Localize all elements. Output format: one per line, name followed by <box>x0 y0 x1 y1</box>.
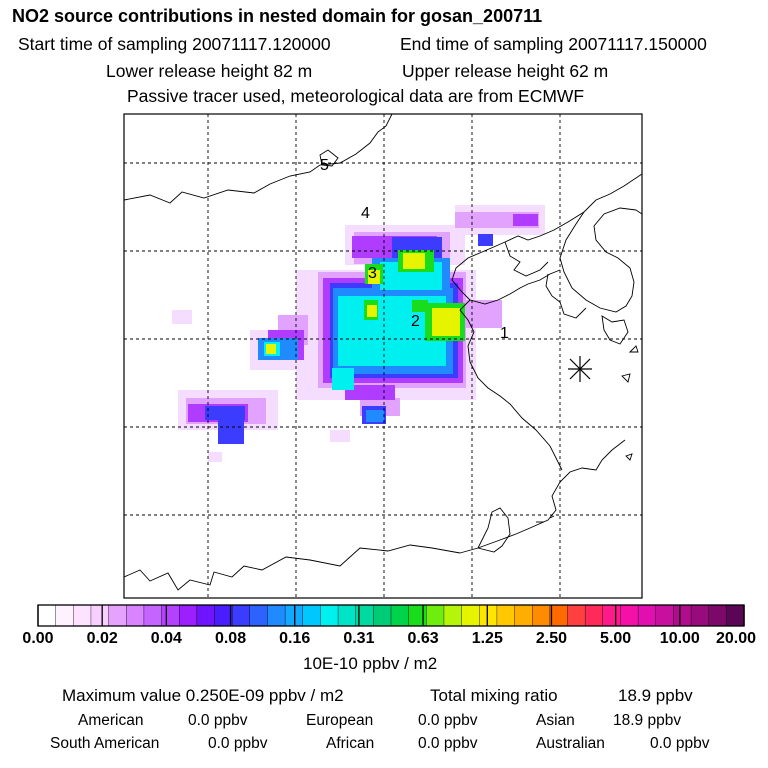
colorbar-frame <box>37 604 745 627</box>
colorbar-tick-label: 0.63 <box>407 630 439 647</box>
colorbar-swatch <box>267 604 286 627</box>
colorbar-swatch <box>373 604 392 627</box>
colorbar-swatch <box>320 604 339 627</box>
colorbar-swatch <box>37 604 57 627</box>
colorbar-swatch <box>249 604 269 627</box>
site-label-3: 3 <box>368 265 377 282</box>
colorbar-swatch <box>549 604 569 627</box>
colorbar-swatch <box>602 604 622 627</box>
colorbar-tick-label: 0.16 <box>279 630 311 647</box>
european-label: European <box>306 712 374 729</box>
colorbar-swatch <box>196 604 216 627</box>
american-label: American <box>78 712 144 729</box>
colorbar-swatch <box>55 604 74 627</box>
site-label-2: 2 <box>411 313 420 330</box>
total-mixing-ratio-label: Total mixing ratio <box>430 686 558 705</box>
colorbar-swatch <box>690 604 710 627</box>
coastlines <box>124 114 642 591</box>
colorbar-swatch <box>231 604 251 627</box>
colorbar-swatch <box>426 604 445 627</box>
south-american-label: South American <box>50 735 160 752</box>
colorbar-tick-label: 1.25 <box>471 630 503 647</box>
colorbar-swatch <box>108 604 127 627</box>
colorbar-swatch <box>143 604 163 627</box>
american-value: 0.0 ppbv <box>188 712 248 729</box>
colorbar-swatch <box>90 604 110 627</box>
colorbar-swatch <box>620 604 639 627</box>
colorbar-swatch <box>637 604 657 627</box>
colorbar-tick-label: 2.50 <box>535 630 568 647</box>
colorbar-swatch <box>532 604 551 627</box>
colorbar-swatch <box>708 604 727 627</box>
colorbar-tick-label: 0.00 <box>22 630 54 647</box>
colorbar-swatch <box>390 604 410 627</box>
colorbar-swatch <box>161 604 180 627</box>
colorbar-swatch <box>337 604 357 627</box>
plot-title: NO2 source contributions in nested domai… <box>12 6 543 26</box>
colorbar-swatch <box>408 604 427 627</box>
colorbar-swatch <box>178 604 198 627</box>
colorbar-swatch <box>514 604 533 627</box>
colorbar-swatch <box>443 604 463 627</box>
site-label-4: 4 <box>361 205 370 222</box>
australian-label: Australian <box>536 735 605 752</box>
asian-value: 18.9 ppbv <box>613 712 682 729</box>
site-label-5: 5 <box>320 157 329 174</box>
lower-release-height: Lower release height 82 m <box>106 61 313 81</box>
colorbar-swatch <box>673 604 692 627</box>
concentration-field: 1 2 3 4 5 <box>124 114 642 598</box>
colorbar-swatch <box>584 604 604 627</box>
colorbar-tick-label: 0.04 <box>150 630 182 647</box>
colorbar-swatch <box>302 604 321 627</box>
upper-release-height: Upper release height 62 m <box>402 61 609 81</box>
colorbar-swatch <box>496 604 516 627</box>
map-frame <box>123 113 643 599</box>
african-value: 0.0 ppbv <box>418 735 478 752</box>
start-time: Start time of sampling 20071117.120000 <box>18 34 331 54</box>
colorbar-swatch <box>461 604 480 627</box>
end-time: End time of sampling 20071117.150000 <box>400 34 707 54</box>
colorbar-tick-label: 0.02 <box>86 630 118 647</box>
asian-label: Asian <box>536 712 575 729</box>
site-labels: 1 2 3 4 5 <box>320 157 509 342</box>
european-value: 0.0 ppbv <box>418 712 478 729</box>
colorbar-units: 10E-10 ppbv / m2 <box>303 654 438 673</box>
colorbar-swatch <box>567 604 586 627</box>
colorbar-swatch <box>126 604 145 627</box>
african-label: African <box>326 735 375 752</box>
colorbar <box>37 604 745 627</box>
colorbar-swatch <box>214 604 233 627</box>
australian-value: 0.0 ppbv <box>650 735 710 752</box>
colorbar-swatch <box>726 604 745 627</box>
tracer-note: Passive tracer used, meteorological data… <box>127 86 585 106</box>
receptor-star-icon <box>568 356 592 382</box>
colorbar-tick-label: 0.31 <box>343 630 375 647</box>
graticule <box>124 114 642 598</box>
colorbar-tick-label: 5.00 <box>600 630 632 647</box>
maximum-value: Maximum value 0.250E-09 ppbv / m2 <box>62 686 344 705</box>
colorbar-tick-label: 20.00 <box>715 630 757 647</box>
site-label-1: 1 <box>500 325 509 342</box>
colorbar-tick-label: 10.00 <box>659 630 700 647</box>
field-yellow <box>266 253 460 354</box>
colorbar-tick-label: 0.08 <box>214 630 247 647</box>
colorbar-swatch <box>479 604 498 627</box>
total-mixing-ratio-value: 18.9 ppbv <box>618 686 693 705</box>
colorbar-swatch <box>655 604 674 627</box>
south-american-value: 0.0 ppbv <box>208 735 268 752</box>
colorbar-swatch <box>73 604 92 627</box>
